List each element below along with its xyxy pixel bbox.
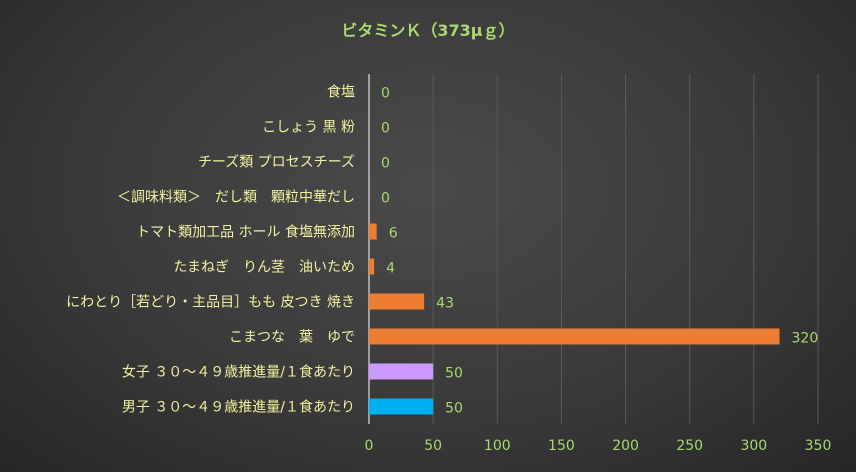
- category-label: こまつな 葉 ゆで: [229, 330, 355, 346]
- bar: [369, 258, 375, 275]
- data-label: 0: [381, 191, 390, 207]
- bar: [369, 328, 780, 345]
- category-label: にわとり［若どり・主品目］もも 皮つき 焼き: [66, 295, 355, 311]
- data-label: 50: [445, 401, 463, 417]
- bar: [369, 363, 434, 380]
- x-tick-label: 250: [676, 438, 703, 454]
- data-label: 6: [389, 226, 398, 242]
- bar: [369, 398, 434, 415]
- category-label: 男子 ３０～４９歳推進量/１食あたり: [122, 399, 355, 416]
- x-tick-label: 150: [548, 438, 575, 454]
- data-label: 0: [381, 121, 390, 137]
- category-label: チーズ類 プロセスチーズ: [198, 155, 355, 171]
- data-label: 0: [381, 156, 390, 172]
- data-label: 43: [436, 296, 454, 312]
- category-label: 女子 ３０～４９歳推進量/１食あたり: [122, 364, 355, 381]
- category-label: こしょう 黒 粉: [262, 120, 355, 136]
- category-label: 食塩: [327, 84, 355, 101]
- data-label: 320: [792, 331, 819, 347]
- x-tick-label: 50: [424, 438, 442, 454]
- data-label: 0: [381, 86, 390, 102]
- category-label: ＜調味料類＞ だし類 顆粒中華だし: [117, 190, 355, 206]
- chart-title: ビタミンＫ（373μｇ）: [341, 21, 514, 41]
- bar: [369, 223, 377, 240]
- x-tick-label: 300: [740, 438, 767, 454]
- x-tick-label: 100: [484, 438, 511, 454]
- x-tick-label: 350: [805, 438, 832, 454]
- bar: [369, 293, 425, 310]
- category-label: たまねぎ りん茎 油いため: [173, 260, 355, 276]
- data-label: 4: [386, 261, 395, 277]
- category-label: トマト類加工品 ホール 食塩無添加: [136, 224, 355, 241]
- x-tick-label: 0: [365, 438, 374, 454]
- x-tick-label: 200: [612, 438, 639, 454]
- data-label: 50: [445, 366, 463, 382]
